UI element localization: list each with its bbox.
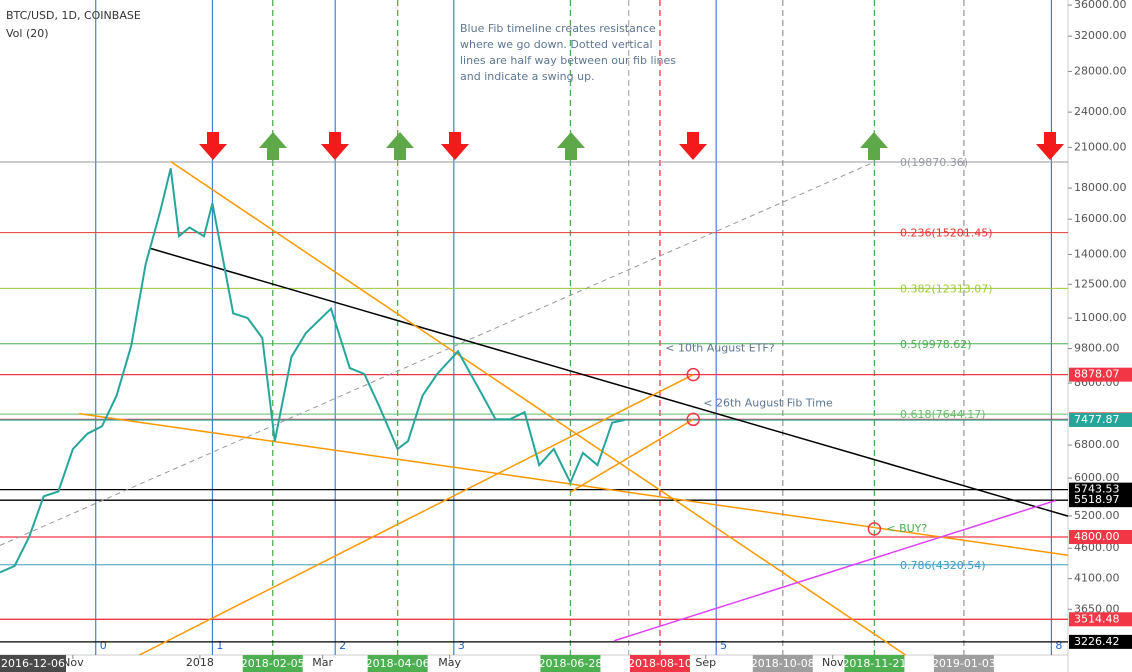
x-tick-label: Sep: [695, 656, 716, 669]
trend-line: [613, 499, 1056, 642]
date-label: 2018-04-06: [366, 657, 430, 670]
fib-label: 0.236(15201.45): [900, 227, 993, 240]
trend-line: [79, 412, 1069, 556]
date-label: 2018-10-08: [751, 657, 815, 670]
price-label-box: [1069, 634, 1132, 649]
fib-time-number: 1: [216, 639, 223, 652]
annotation: < BUY?: [886, 522, 927, 535]
price-label: 3514.48: [1074, 612, 1120, 625]
signal-arrow: [860, 132, 888, 160]
annotation-marker: [686, 412, 701, 427]
price-line-series: [0, 168, 625, 574]
x-tick-label: 2018: [186, 656, 214, 669]
fib-label: 0.382(12313.07): [900, 282, 993, 295]
y-tick-label: 6000.00: [1074, 471, 1120, 484]
annotation-marker: [686, 367, 701, 382]
price-label-box: [1069, 530, 1132, 545]
price-label: 4800.00: [1074, 530, 1120, 543]
annotation: < 10th August ETF?: [665, 342, 774, 355]
y-tick-label: 32000.00: [1074, 29, 1127, 42]
fib-label: 0(19870.36): [900, 156, 968, 169]
date-label: 2018-08-10: [628, 657, 692, 670]
date-label-box: [629, 655, 690, 672]
fib-time-number: 0: [100, 639, 107, 652]
price-label: 5743.53: [1074, 483, 1120, 496]
price-label-box: [1069, 612, 1132, 627]
y-tick-label: 5200.00: [1074, 509, 1120, 522]
trend-line: [570, 418, 694, 493]
date-label: 2018-11-21: [842, 657, 906, 670]
x-tick-label: Mar: [312, 656, 333, 669]
price-label: 8878.07: [1074, 368, 1120, 381]
signal-arrow: [679, 132, 707, 160]
y-tick-label: 21000.00: [1074, 140, 1127, 153]
y-tick-label: 36000.00: [1074, 0, 1127, 11]
date-label-box: [933, 655, 994, 672]
fib-time-number: 3: [458, 639, 465, 652]
x-tick-label: Nov: [822, 656, 844, 669]
fib-label: 0.786(4320.54): [900, 559, 986, 572]
date-label-box: [752, 655, 813, 672]
note-line: where we go down. Dotted vertical: [460, 38, 653, 51]
price-label: 7477.87: [1074, 413, 1120, 426]
y-tick-label: 4600.00: [1074, 541, 1120, 554]
date-label: 2019-01-03: [932, 657, 996, 670]
y-tick-label: 9800.00: [1074, 342, 1120, 355]
y-tick-label: 28000.00: [1074, 64, 1127, 77]
cursor-date: 2016-12-06: [1, 657, 65, 670]
date-label-box: [844, 655, 905, 672]
note-line: and indicate a swing up.: [460, 70, 595, 83]
fib-label: 0.5(9978.62): [900, 338, 972, 351]
date-label-box: [367, 655, 428, 672]
price-label-box: [1069, 412, 1132, 427]
annotation: < 26th August Fib Time: [703, 396, 833, 409]
y-tick-label: 11000.00: [1074, 311, 1127, 324]
date-label-box: [540, 655, 601, 672]
x-tick-label: Nov: [62, 656, 84, 669]
signal-arrow: [557, 132, 585, 160]
fib-label: 0.618(7644.17): [900, 408, 986, 421]
chart-title: BTC/USD, 1D, COINBASE: [6, 9, 141, 22]
y-tick-label: 6800.00: [1074, 438, 1120, 451]
fib-time-number: 2: [339, 639, 346, 652]
signal-arrow: [441, 132, 469, 160]
price-label-box: [1069, 482, 1132, 497]
y-tick-label: 16000.00: [1074, 212, 1127, 225]
volume-label: Vol (20): [6, 27, 49, 40]
note-line: lines are half way between our fib lines: [460, 54, 676, 67]
note-line: Blue Fib timeline creates resistance: [460, 22, 656, 35]
y-tick-label: 14000.00: [1074, 247, 1127, 260]
price-label-box: [1069, 367, 1132, 382]
date-label-box: [242, 655, 303, 672]
signal-arrow: [1036, 132, 1064, 160]
trend-line: [139, 373, 694, 656]
trend-line: [149, 247, 1069, 517]
price-label: 3226.42: [1074, 635, 1120, 648]
signal-arrow: [386, 132, 414, 160]
date-label: 2018-06-28: [538, 657, 602, 670]
signal-arrow: [199, 132, 227, 160]
y-tick-label: 3650.00: [1074, 602, 1120, 615]
cursor-date-box: [0, 655, 66, 672]
y-tick-label: 4100.00: [1074, 572, 1120, 585]
x-tick-label: May: [438, 656, 461, 669]
y-tick-label: 12500.00: [1074, 277, 1127, 290]
price-label: 5518.97: [1074, 493, 1120, 506]
trend-line: [0, 161, 875, 546]
date-label: 2018-02-05: [241, 657, 305, 670]
annotation-marker: [867, 522, 882, 536]
y-tick-label: 18000.00: [1074, 181, 1127, 194]
fib-time-number: 8: [1055, 639, 1062, 652]
signal-arrow: [321, 132, 349, 160]
price-label-box: [1069, 493, 1132, 508]
trend-line: [170, 160, 907, 656]
fib-time-number: 5: [720, 639, 727, 652]
signal-arrow: [259, 132, 287, 160]
y-tick-label: 24000.00: [1074, 105, 1127, 118]
